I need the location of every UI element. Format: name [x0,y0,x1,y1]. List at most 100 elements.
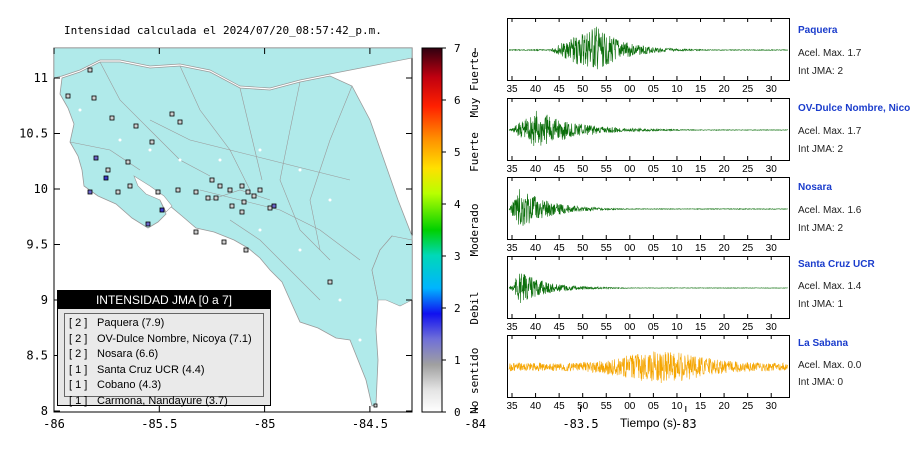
waveform-tick-label: 00 [624,164,636,175]
waveform-tick-label: 25 [742,322,754,333]
waveform-tick-label: 25 [742,401,754,412]
station-marker [169,111,175,117]
city-dots [78,108,362,342]
map-boundaries [69,61,361,301]
map-y-tick-label: 9 [41,293,48,307]
waveform-panel-la-sabana: 35 40 45 50 55 00 05 10 15 20 25 30 [507,335,790,412]
station-marker [271,203,277,209]
station-marker [175,187,181,193]
waveform-tick-label: 55 [601,243,613,254]
waveform-tick-label: 45 [554,164,566,175]
legend-row: [ 2 ] Nosara (6.6) [69,347,259,363]
legend-station: Carmona, Nandayure (3.7) [97,394,228,407]
map-x-tick-label: -83.5 [562,417,598,431]
station-marker [193,189,199,195]
colorbar-category-label: Moderado [468,204,481,257]
waveform-tick-label: 40 [530,401,542,412]
station-marker [241,199,247,205]
legend-station: Nosara (6.6) [97,348,159,360]
waveform-plot: 35 40 45 50 55 00 05 10 15 20 25 30 [507,335,790,412]
station-acel: Acel. Max. 1.7 [798,48,862,59]
station-marker [217,183,223,189]
legend-level: [ 2 ] [69,332,88,345]
station-name: Nosara [798,182,832,193]
station-int: Int JMA: 2 [798,144,844,155]
legend-row: [ 2 ] OV-Dulce Nombre, Nicoya (7.1) [69,332,259,348]
legend-row: [ 1 ] Carmona, Nandayure (3.7) [69,394,259,410]
station-marker [127,183,133,189]
station-marker [91,95,97,101]
waveform-tick-label: 55 [601,164,613,175]
station-marker [133,123,139,129]
map-y-tick-label: 10.5 [19,127,48,141]
waveform-panel-santa-cruz: 35 40 45 50 55 00 05 10 15 20 25 30 [507,256,790,333]
waveform-tick-label: 20 [719,401,731,412]
station-marker [209,177,215,183]
waveform-tick-label: 50 [577,322,589,333]
waveform-tick-label: 35 [507,164,518,175]
map-y-tick-label: 11 [34,71,48,85]
waveform-tick-label: 50 [577,164,589,175]
waveform-tick-label: 25 [742,84,754,95]
waveform-tick-label: 05 [648,322,660,333]
waveform-plot: 35 40 45 50 55 00 05 10 15 20 25 30 [507,177,790,254]
station-marker [109,115,115,121]
waveform-panel-nosara: 35 40 45 50 55 00 05 10 15 20 25 30 [507,177,790,254]
station-marker [239,209,245,215]
waveform-tick-label: 15 [695,164,707,175]
waveform-tick-label: 05 [648,164,660,175]
waveform-tick-label: 55 [601,401,613,412]
waveform-tick-label: 45 [554,243,566,254]
map-x-tick-label: -85 [254,417,276,431]
colorbar-tick-label: 5 [454,146,461,159]
station-marker [205,195,211,201]
station-marker [243,247,249,253]
map-y-ticks: 11 10.5 10 9.5 9 8.5 8 [19,71,412,418]
waveform-trace [508,110,788,147]
station-marker [87,67,93,73]
legend-level: [ 1 ] [69,394,88,407]
colorbar-tick-label: 0 [454,406,461,419]
waveform-tick-label: 20 [719,243,731,254]
waveform-tick-label: 35 [507,322,518,333]
legend-station: Santa Cruz UCR (4.4) [97,363,205,376]
waveform-plot: 35 40 45 50 55 00 05 10 15 20 25 30 [507,18,790,95]
colorbar-tick-label: 1 [454,354,461,367]
waveform-plot: 35 40 45 50 55 00 05 10 15 20 25 30 [507,98,790,175]
waveform-tick-label: 15 [695,401,707,412]
colorbar-tick-label: 2 [454,302,461,315]
waveform-tick-label: 15 [695,243,707,254]
map-x-tick-label: -83 [675,417,697,431]
station-marker-santa-cruz [103,175,109,181]
waveform-tick-label: 35 [507,401,518,412]
station-marker-paquera [159,207,165,213]
station-marker [149,139,155,145]
waveform-tick-label: 00 [624,84,636,95]
station-marker-nicoya [93,155,99,161]
station-marker [229,203,235,209]
legend-row: [ 2 ] Paquera (7.9) [69,316,259,332]
waveform-tick-label: 00 [624,401,636,412]
waveform-tick-label: 20 [719,164,731,175]
waveform-tick-label: 50 [577,243,589,254]
station-marker [373,403,378,408]
colorbar-gradient [421,47,443,413]
legend-row: [ 1 ] Cobano (4.3) [69,378,259,394]
legend-header: INTENSIDAD JMA [0 a 7] [58,291,270,309]
station-marker [245,189,251,195]
map-x-ticks: -86 -85.5 -85 -84.5 -84 -83.5 -83 [43,48,697,431]
station-marker [115,189,121,195]
colorbar-category-label: Fuerte [468,132,481,172]
station-int: Int JMA: 1 [798,299,844,310]
station-marker [105,167,111,173]
waveform-panel-ov-dulce-nombre: 35 40 45 50 55 00 05 10 15 20 25 30 [507,98,790,175]
waveform-trace [508,351,788,384]
map-title: Intensidad calculada el 2024/07/20_08:57… [64,24,382,37]
colorbar-labels: No sentido Debil Moderado Fuerte Muy Fuerte [468,51,481,414]
waveform-tick-label: 50 [577,84,589,95]
legend-station: OV-Dulce Nombre, Nicoya (7.1) [97,332,252,345]
waveform-tick-label: 15 [695,322,707,333]
waveform-tick-label: 10 [671,164,683,175]
waveform-tick-label: 50 [577,401,589,412]
colorbar-category-label: Debil [468,291,481,324]
